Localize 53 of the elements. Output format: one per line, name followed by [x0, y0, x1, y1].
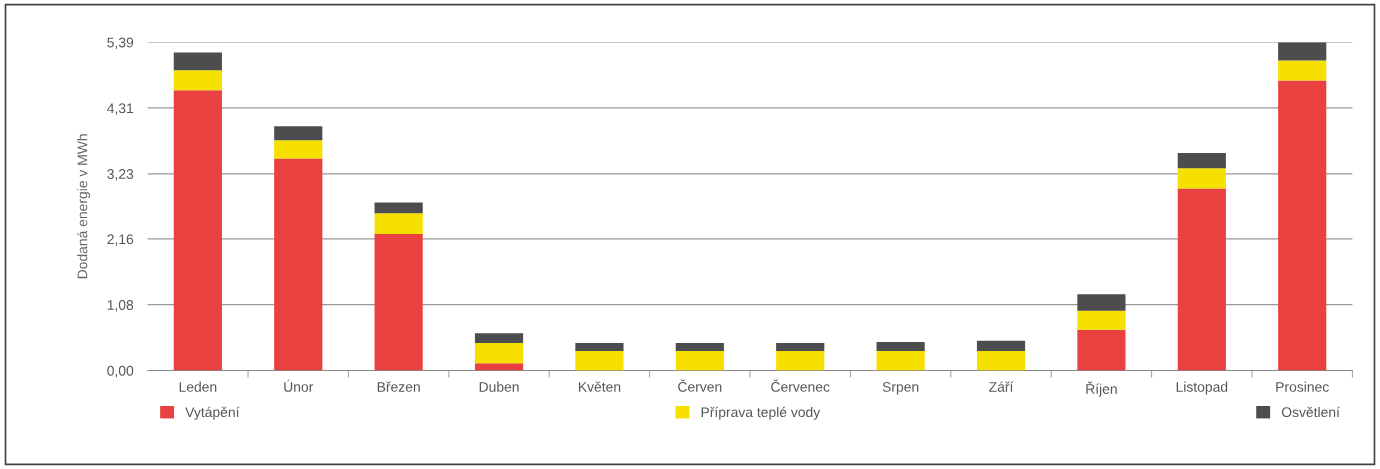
bar: [1278, 80, 1327, 371]
bar: [374, 202, 423, 214]
legend-label: Příprava teplé vody: [701, 406, 821, 420]
y-axis-title: Dodaná energie v MWh: [76, 134, 91, 279]
bar: [776, 351, 825, 371]
bar: [776, 343, 825, 352]
x-tick-label: Prosinec: [1276, 381, 1329, 392]
bar: [274, 140, 323, 159]
bar: [173, 90, 222, 371]
bar: [1278, 60, 1327, 81]
bar: [474, 333, 524, 344]
bar: [173, 70, 222, 91]
bar: [575, 343, 624, 352]
x-tick-label: Září: [989, 381, 1014, 392]
x-tick-label: Srpen: [882, 381, 919, 395]
bar: [675, 343, 724, 352]
bar: [274, 126, 323, 141]
bar: [876, 351, 925, 371]
bar: [1077, 310, 1126, 330]
x-tick-label: Leden: [179, 381, 217, 392]
bar: [1077, 294, 1126, 311]
bar: [976, 351, 1026, 371]
x-tick-label: Říjen: [1086, 381, 1117, 397]
bar: [374, 234, 423, 371]
y-tick-label: 1,08: [107, 300, 134, 312]
bar: [575, 351, 624, 371]
bar: [675, 351, 724, 371]
bar: [374, 213, 423, 235]
x-tick-label: Červenec: [771, 379, 830, 392]
bar: [1177, 188, 1226, 371]
bar: [1177, 153, 1226, 169]
bar: [173, 52, 222, 71]
legend-label: Osvětlení: [1281, 406, 1340, 418]
bar: [976, 340, 1026, 352]
bar: [474, 343, 524, 364]
bar: [474, 363, 524, 371]
x-tick-label: Květen: [578, 381, 621, 392]
x-tick-label: Červen: [678, 379, 722, 392]
y-tick-label: 3,23: [107, 169, 134, 181]
bar: [876, 341, 925, 352]
y-tick-label: 2,16: [107, 234, 134, 246]
y-tick-label: 0,00: [107, 365, 134, 378]
bar: [1077, 329, 1126, 371]
legend-label: Vytápění: [185, 406, 240, 420]
x-tick-label: Listopad: [1176, 381, 1228, 395]
y-tick-label: 5,39: [107, 37, 134, 50]
x-tick-label: Duben: [479, 381, 519, 392]
bar: [274, 158, 323, 371]
bar: [1278, 42, 1327, 61]
y-tick-label: 4,31: [107, 103, 134, 115]
bar: [1177, 168, 1226, 189]
x-tick-label: Březen: [377, 381, 420, 392]
x-tick-label: Únor: [284, 379, 314, 392]
